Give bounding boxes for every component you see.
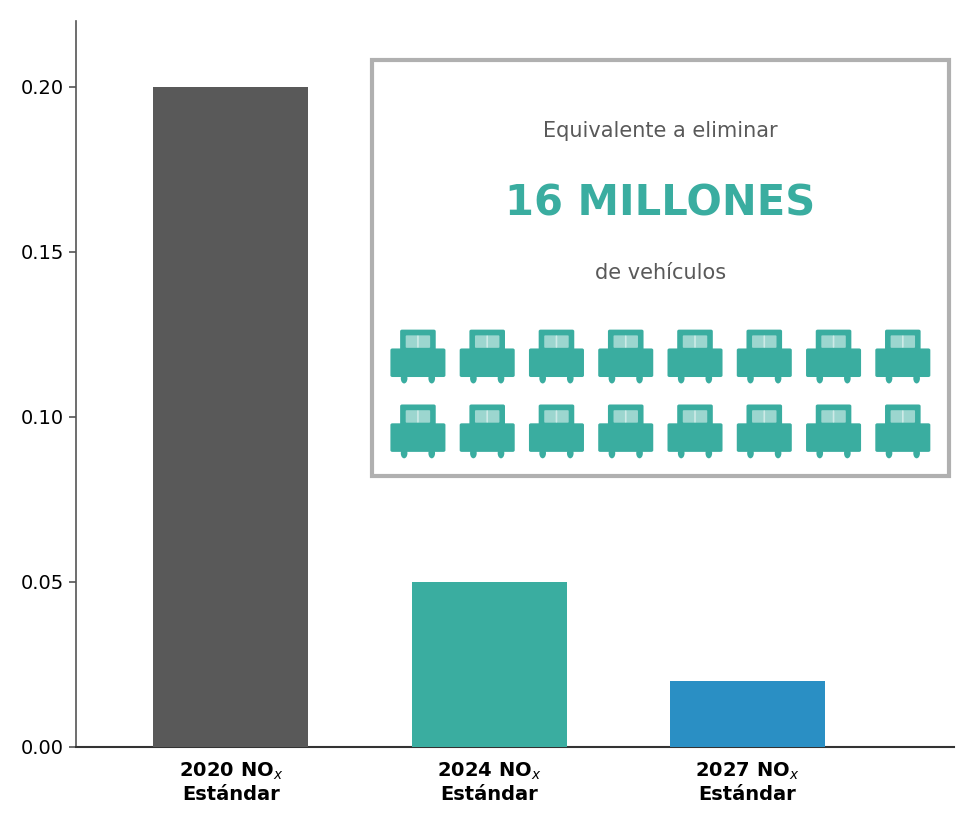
Text: de vehículos: de vehículos [595, 262, 726, 282]
Text: Equivalente a eliminar: Equivalente a eliminar [543, 121, 778, 141]
Bar [670, 681, 825, 747]
Bar [153, 87, 308, 747]
Bar [411, 582, 566, 747]
Text: 16 MILLONES: 16 MILLONES [505, 183, 815, 225]
